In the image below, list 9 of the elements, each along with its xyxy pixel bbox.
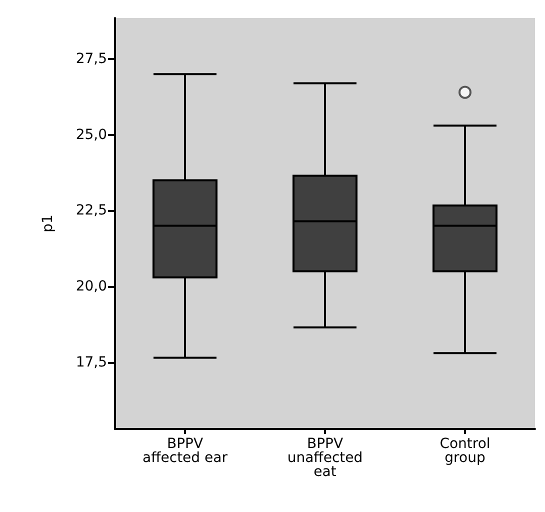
- x-tick-label: Control group: [440, 436, 490, 466]
- y-tick-label: 20,0: [76, 278, 107, 294]
- y-tick-label: 17,5: [76, 354, 107, 370]
- y-tick-label: 27,5: [76, 50, 107, 67]
- y-tick-label: 25,0: [76, 126, 107, 143]
- x-tick-label: BPPV unaffected eat: [287, 436, 363, 480]
- y-axis-title: p1: [40, 214, 56, 232]
- x-tick-label: BPPV affected ear: [142, 436, 228, 466]
- y-tick-label: 22,5: [76, 202, 107, 219]
